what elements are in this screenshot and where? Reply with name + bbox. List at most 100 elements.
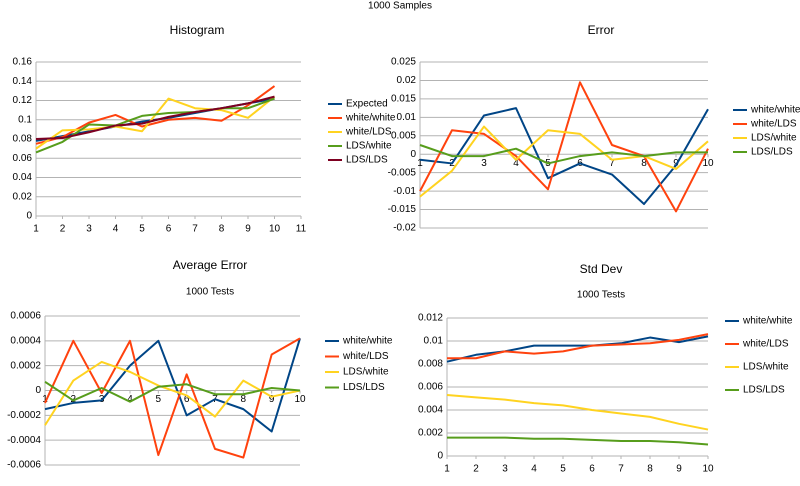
x-tick-label: 10 — [269, 224, 281, 235]
x-tick-label: 8 — [219, 224, 225, 235]
y-tick-label: 0.004 — [418, 405, 443, 416]
x-tick-label: 8 — [647, 464, 653, 475]
y-tick-label: 0.12 — [13, 95, 33, 106]
y-tick-label: 0.06 — [13, 153, 33, 164]
x-tick-label: 1 — [417, 158, 423, 169]
y-tick-label: -0.0002 — [7, 410, 41, 421]
y-tick-label: 0.01 — [424, 336, 444, 347]
x-tick-label: 4 — [531, 464, 537, 475]
x-tick-label: 4 — [127, 394, 133, 405]
y-tick-label: 0.14 — [13, 76, 33, 87]
x-tick-label: 8 — [241, 394, 247, 405]
legend-label: LDS/LDS — [346, 155, 388, 166]
x-tick-label: 9 — [676, 464, 682, 475]
legend-label: LDS/LDS — [343, 382, 385, 393]
y-tick-label: 0.01 — [397, 112, 417, 123]
y-tick-label: 0.02 — [13, 191, 33, 202]
y-tick-label: 0.012 — [418, 313, 443, 324]
y-tick-label: 0.0002 — [10, 360, 41, 371]
x-tick-label: 5 — [156, 394, 162, 405]
series-line — [44, 337, 301, 459]
x-tick-label: 10 — [702, 464, 714, 475]
y-tick-label: -0.0006 — [7, 460, 41, 471]
legend-label: white/LDS — [342, 351, 389, 362]
y-tick-label: -0.01 — [393, 186, 416, 197]
legend-label: LDS/LDS — [743, 385, 785, 396]
y-tick-label: -0.015 — [388, 204, 417, 215]
x-tick-label: 10 — [702, 158, 714, 169]
series-line — [419, 144, 708, 165]
legend-label: Expected — [346, 99, 388, 110]
y-tick-label: -0.02 — [393, 223, 416, 234]
y-tick-label: 0 — [410, 149, 416, 160]
x-tick-label: 1 — [444, 464, 450, 475]
series-line — [44, 360, 301, 426]
y-tick-label: 0.0004 — [10, 335, 41, 346]
y-tick-label: 0.002 — [418, 428, 443, 439]
x-tick-label: 3 — [481, 158, 487, 169]
x-tick-label: 2 — [473, 464, 479, 475]
y-tick-label: 0.025 — [391, 57, 416, 68]
legend-label: LDS/white — [751, 133, 797, 144]
chart: Histogram 0 0.02 0.04 0.06 0.08 0.1 0.12 0.14 0.1… — [13, 23, 396, 234]
legend-label: white/white — [345, 113, 396, 124]
series-line — [419, 125, 709, 198]
series-line — [44, 338, 301, 433]
y-tick-label: 0.008 — [418, 359, 443, 370]
y-tick-label: 0 — [437, 451, 443, 462]
x-tick-label: 6 — [589, 464, 595, 475]
x-tick-label: 5 — [139, 224, 145, 235]
x-tick-label: 1 — [42, 394, 48, 405]
x-tick-label: 2 — [60, 224, 66, 235]
chart-subtitle: 1000 Tests — [186, 287, 234, 298]
y-tick-label: 0.006 — [418, 382, 443, 393]
chart-title: Average Error — [173, 258, 247, 272]
sheet-title: 1000 Samples — [368, 1, 432, 12]
chart: Std Dev 1000 Tests 0 0.002 0.004 0.006 0.008 0.… — [418, 262, 793, 474]
y-tick-label: 0.0006 — [10, 311, 41, 322]
x-tick-label: 7 — [609, 158, 615, 169]
chart-title: Std Dev — [580, 262, 623, 276]
y-tick-label: 0.1 — [18, 114, 32, 125]
x-tick-label: 4 — [113, 224, 119, 235]
chart-title: Histogram — [170, 23, 225, 37]
legend-label: white/white — [742, 316, 793, 327]
y-tick-label: 0.16 — [13, 57, 33, 68]
chart: Error -0.02 -0.015 -0.01 -0.005 0 0.005 0.01 0.0… — [388, 23, 800, 233]
x-tick-label: 8 — [641, 158, 647, 169]
legend-label: white/LDS — [742, 339, 789, 350]
x-tick-label: 5 — [560, 464, 566, 475]
x-tick-label: 3 — [86, 224, 92, 235]
legend-label: white/LDS — [345, 127, 392, 138]
x-tick-label: 9 — [245, 224, 251, 235]
series-line — [447, 333, 709, 360]
legend-label: LDS/white — [743, 362, 789, 373]
x-tick-label: 3 — [502, 464, 508, 475]
y-tick-label: -0.0004 — [7, 435, 41, 446]
x-tick-label: 6 — [184, 394, 190, 405]
x-tick-label: 7 — [192, 224, 198, 235]
series-line — [447, 436, 709, 446]
x-tick-label: 11 — [296, 224, 307, 235]
chart: Average Error 1000 Tests -0.0006 -0.0004 -0.… — [7, 258, 393, 470]
x-tick-label: 10 — [294, 394, 306, 405]
y-tick-label: 0 — [26, 211, 32, 222]
legend-label: LDS/LDS — [751, 147, 793, 158]
y-tick-label: 0 — [35, 385, 41, 396]
y-tick-label: 0.005 — [391, 130, 416, 141]
x-tick-label: 7 — [618, 464, 624, 475]
series-line — [419, 81, 709, 213]
series-line — [35, 97, 275, 154]
chart-subtitle: 1000 Tests — [577, 290, 625, 301]
series-line — [35, 95, 275, 140]
legend-label: LDS/white — [343, 367, 389, 378]
series-line — [44, 380, 301, 403]
y-tick-label: 0.02 — [397, 75, 417, 86]
series-line — [446, 394, 709, 431]
legend-label: white/white — [750, 105, 800, 116]
y-tick-label: 0.08 — [13, 134, 33, 145]
series-line — [446, 335, 709, 363]
y-tick-label: -0.005 — [388, 167, 417, 178]
